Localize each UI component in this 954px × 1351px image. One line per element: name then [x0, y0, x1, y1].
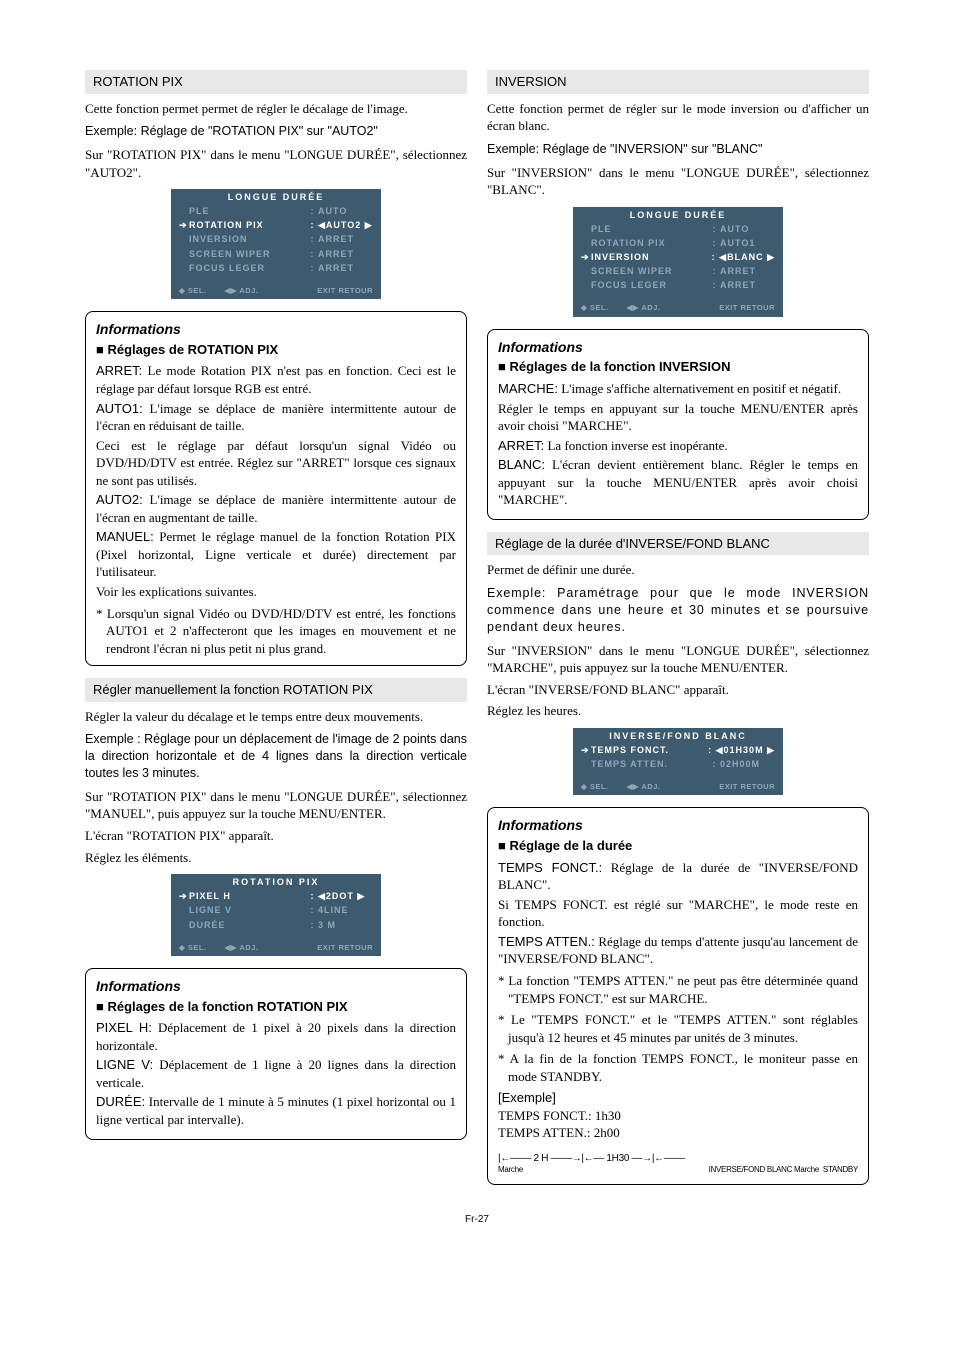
- menu-title: LONGUE DURÉE: [171, 189, 381, 204]
- info-subtitle: Réglage de la durée: [498, 837, 858, 855]
- info-subtitle: Réglages de la fonction ROTATION PIX: [96, 998, 456, 1016]
- info-para: Voir les explications suivantes.: [96, 583, 456, 601]
- left-column: ROTATION PIX Cette fonction permet perme…: [85, 70, 467, 1197]
- info-para: MARCHE: L'image s'affiche alternativemen…: [498, 380, 858, 398]
- info-para: BLANC: L'écran devient entièrement blanc…: [498, 456, 858, 509]
- menu-row: FOCUS LEGER:ARRET: [581, 278, 775, 292]
- info-note: * Lorsqu'un signal Vidéo ou DVD/HD/DTV e…: [96, 605, 456, 658]
- menu-row: LIGNE V:4LINE: [179, 903, 373, 917]
- heading-duree: Réglage de la durée d'INVERSE/FOND BLANC: [487, 532, 869, 556]
- menu-row: INVERSION:ARRET: [179, 232, 373, 246]
- info-title: Informations: [96, 320, 456, 339]
- info-para: Régler le temps en appuyant sur la touch…: [498, 400, 858, 435]
- info-note: * Le "TEMPS FONCT." et le "TEMPS ATTEN."…: [498, 1011, 858, 1046]
- info-body: ARRET: Le mode Rotation PIX n'est pas en…: [96, 362, 456, 600]
- heading-inversion: INVERSION: [487, 70, 869, 94]
- step-text: L'écran "INVERSE/FOND BLANC" apparaît.: [487, 681, 869, 699]
- menu-row: ➔TEMPS FONCT.:◀01H30M ▶: [581, 743, 775, 757]
- example-line: TEMPS FONCT.: 1h30: [498, 1107, 858, 1125]
- info-note: * La fonction "TEMPS ATTEN." ne peut pas…: [498, 972, 858, 1007]
- info-body: TEMPS FONCT.: Réglage de la durée de "IN…: [498, 859, 858, 968]
- example-text: Exemple: Réglage de "ROTATION PIX" sur "…: [85, 123, 467, 140]
- info-title: Informations: [498, 338, 858, 357]
- info-subtitle: Réglages de ROTATION PIX: [96, 341, 456, 359]
- menu-row: SCREEN WIPER:ARRET: [581, 264, 775, 278]
- example-label: [Exemple]: [498, 1089, 858, 1107]
- menu-title: INVERSE/FOND BLANC: [573, 728, 783, 743]
- info-title: Informations: [498, 816, 858, 835]
- info-subtitle: Réglages de la fonction INVERSION: [498, 358, 858, 376]
- info-para: AUTO2: L'image se déplace de manière int…: [96, 491, 456, 526]
- step-text: Sur "ROTATION PIX" dans le menu "LONGUE …: [85, 146, 467, 181]
- example-line: TEMPS ATTEN.: 2h00: [498, 1124, 858, 1142]
- info-box-inversion: Informations Réglages de la fonction INV…: [487, 329, 869, 520]
- menu-title: ROTATION PIX: [171, 874, 381, 889]
- info-para: LIGNE V: Déplacement de 1 ligne à 20 lig…: [96, 1056, 456, 1091]
- menu-row: TEMPS ATTEN.:02H00M: [581, 757, 775, 771]
- menu-footer: ◆ SEL. ◀▶ ADJ. EXIT RETOUR: [573, 300, 783, 316]
- step-text: Réglez les heures.: [487, 702, 869, 720]
- step-text: Sur "ROTATION PIX" dans le menu "LONGUE …: [85, 788, 467, 823]
- menu-row: PLE:AUTO: [179, 204, 373, 218]
- menu-footer: ◆ SEL. ◀▶ ADJ. EXIT RETOUR: [573, 779, 783, 795]
- info-para: Ceci est le réglage par défaut lorsqu'un…: [96, 437, 456, 490]
- page-number: Fr-27: [85, 1213, 869, 1227]
- osd-menu-rotation-pix: ROTATION PIX ➔PIXEL H:◀2DOT ▶LIGNE V:4LI…: [171, 874, 381, 956]
- info-para: DURÉE: Intervalle de 1 minute à 5 minute…: [96, 1093, 456, 1128]
- heading-rotation-pix: ROTATION PIX: [85, 70, 467, 94]
- info-para: PIXEL H: Déplacement de 1 pixel à 20 pix…: [96, 1019, 456, 1054]
- menu-row: ➔INVERSION:◀BLANC ▶: [581, 250, 775, 264]
- info-body: MARCHE: L'image s'affiche alternativemen…: [498, 380, 858, 509]
- example-text: Exemple: Réglage de "INVERSION" sur "BLA…: [487, 141, 869, 158]
- info-para: ARRET: Le mode Rotation PIX n'est pas en…: [96, 362, 456, 397]
- menu-rows: PLE:AUTO➔ROTATION PIX:◀AUTO2 ▶INVERSION:…: [171, 204, 381, 283]
- osd-menu-longue-duree: LONGUE DURÉE PLE:AUTO➔ROTATION PIX:◀AUTO…: [171, 189, 381, 299]
- menu-row: FOCUS LEGER:ARRET: [179, 261, 373, 275]
- example-text: Exemple : Réglage pour un déplacement de…: [85, 731, 467, 782]
- menu-row: ➔ROTATION PIX:◀AUTO2 ▶: [179, 218, 373, 232]
- menu-rows: PLE:AUTOROTATION PIX:AUTO1➔INVERSION:◀BL…: [573, 222, 783, 301]
- menu-rows: ➔TEMPS FONCT.:◀01H30M ▶TEMPS ATTEN.:02H0…: [573, 743, 783, 779]
- osd-menu-longue-duree-2: LONGUE DURÉE PLE:AUTOROTATION PIX:AUTO1➔…: [573, 207, 783, 317]
- menu-row: DURÉE:3 M: [179, 918, 373, 932]
- info-title: Informations: [96, 977, 456, 996]
- menu-row: ➔PIXEL H:◀2DOT ▶: [179, 889, 373, 903]
- menu-row: ROTATION PIX:AUTO1: [581, 236, 775, 250]
- info-para: TEMPS ATTEN.: Réglage du temps d'attente…: [498, 933, 858, 968]
- osd-menu-inverse: INVERSE/FOND BLANC ➔TEMPS FONCT.:◀01H30M…: [573, 728, 783, 796]
- info-para: TEMPS FONCT.: Réglage de la durée de "IN…: [498, 859, 858, 894]
- step-text: Réglez les éléments.: [85, 849, 467, 867]
- example-text: Exemple: Paramétrage pour que le mode IN…: [487, 585, 869, 636]
- intro-text: Cette fonction permet permet de régler l…: [85, 100, 467, 118]
- info-para: MANUEL: Permet le réglage manuel de la f…: [96, 528, 456, 581]
- step-text: L'écran "ROTATION PIX" apparaît.: [85, 827, 467, 845]
- menu-rows: ➔PIXEL H:◀2DOT ▶LIGNE V:4LINEDURÉE:3 M: [171, 889, 381, 939]
- timeline: |←–––– 2 H ––––→|←–– 1H30 ––→|←–––– Marc…: [498, 1152, 858, 1176]
- info-box-rotation-fn: Informations Réglages de la fonction ROT…: [85, 968, 467, 1140]
- menu-footer: ◆ SEL. ◀▶ ADJ. EXIT RETOUR: [171, 283, 381, 299]
- menu-title: LONGUE DURÉE: [573, 207, 783, 222]
- right-column: INVERSION Cette fonction permet de régle…: [487, 70, 869, 1197]
- menu-row: PLE:AUTO: [581, 222, 775, 236]
- heading-manual: Régler manuellement la fonction ROTATION…: [85, 678, 467, 702]
- step-text: Régler la valeur du décalage et le temps…: [85, 708, 467, 726]
- info-box-rotation-pix: Informations Réglages de ROTATION PIX AR…: [85, 311, 467, 666]
- menu-footer: ◆ SEL. ◀▶ ADJ. EXIT RETOUR: [171, 940, 381, 956]
- menu-row: SCREEN WIPER:ARRET: [179, 247, 373, 261]
- info-box-duree: Informations Réglage de la durée TEMPS F…: [487, 807, 869, 1185]
- info-body: PIXEL H: Déplacement de 1 pixel à 20 pix…: [96, 1019, 456, 1128]
- step-text: Sur "INVERSION" dans le menu "LONGUE DUR…: [487, 642, 869, 677]
- step-text: Sur "INVERSION" dans le menu "LONGUE DUR…: [487, 164, 869, 199]
- step-text: Permet de définir une durée.: [487, 561, 869, 579]
- info-para: AUTO1: L'image se déplace de manière int…: [96, 400, 456, 435]
- info-note: * A la fin de la fonction TEMPS FONCT., …: [498, 1050, 858, 1085]
- info-para: Si TEMPS FONCT. est réglé sur "MARCHE", …: [498, 896, 858, 931]
- info-para: ARRET: La fonction inverse est inopérant…: [498, 437, 858, 455]
- info-notes: * La fonction "TEMPS ATTEN." ne peut pas…: [498, 972, 858, 1085]
- intro-text: Cette fonction permet de régler sur le m…: [487, 100, 869, 135]
